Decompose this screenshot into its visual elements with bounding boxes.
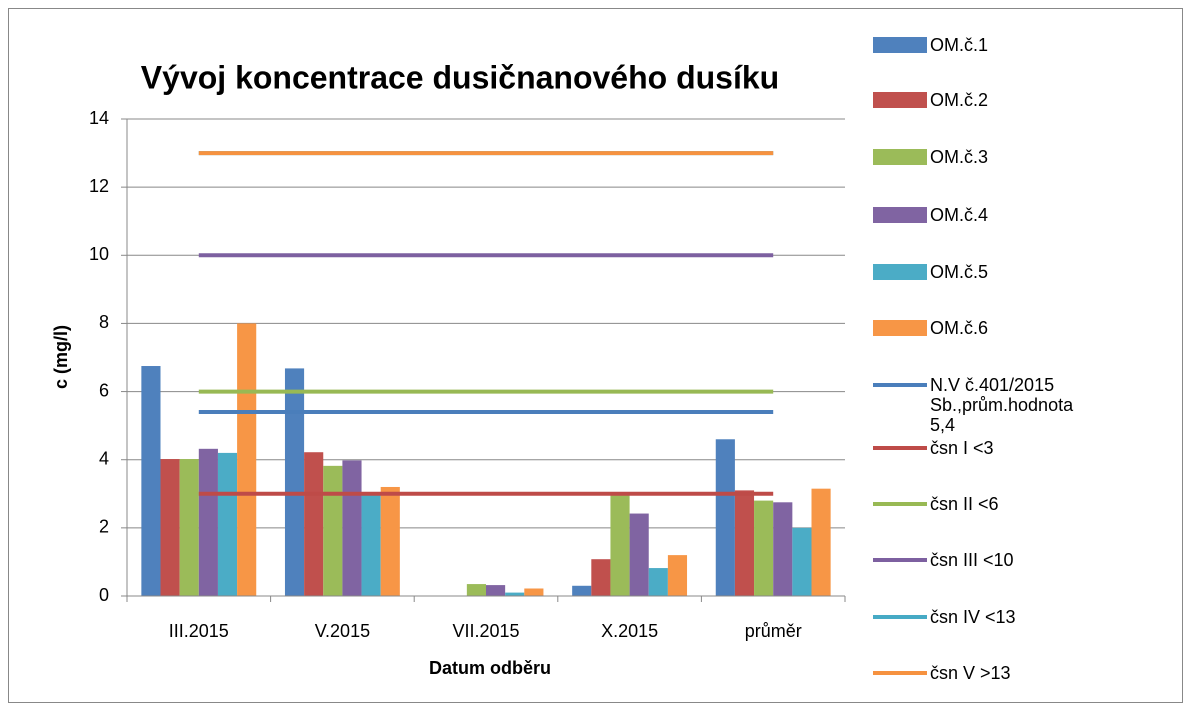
legend-marker xyxy=(873,383,927,387)
legend-marker xyxy=(873,615,927,619)
bar xyxy=(380,486,400,596)
bar xyxy=(141,366,161,596)
legend-marker xyxy=(873,502,927,506)
bar xyxy=(792,527,812,596)
legend-marker xyxy=(873,320,927,336)
x-tick-label: X.2015 xyxy=(601,621,658,641)
x-tick-label: VII.2015 xyxy=(452,621,519,641)
y-tick-label: 14 xyxy=(89,108,109,128)
legend-label: OM.č.1 xyxy=(930,35,989,55)
bar xyxy=(648,568,668,596)
y-tick-label: 0 xyxy=(99,585,109,605)
legend-marker xyxy=(873,264,927,280)
legend-label: OM.č.3 xyxy=(930,147,989,167)
legend-marker xyxy=(873,149,927,165)
x-tick-label: III.2015 xyxy=(169,621,229,641)
bar xyxy=(486,585,506,596)
chart-border xyxy=(8,8,1183,703)
y-axis-label: c (mg/l) xyxy=(51,325,71,389)
legend-label: OM.č.4 xyxy=(930,205,989,225)
bar xyxy=(160,459,180,596)
legend-label: N.V č.401/2015 Sb.,prům.hodnota 5,4 xyxy=(930,375,1074,435)
legend-marker xyxy=(873,558,927,562)
bar xyxy=(754,500,774,596)
chart-title: Vývoj koncentrace dusičnanového dusíku xyxy=(141,59,779,95)
y-tick-label: 8 xyxy=(99,312,109,332)
bar xyxy=(667,555,688,596)
legend-marker xyxy=(873,37,927,53)
bar xyxy=(505,592,525,596)
bar xyxy=(361,493,381,596)
y-tick-label: 12 xyxy=(89,176,109,196)
bar xyxy=(304,452,324,596)
legend-label: OM.č.2 xyxy=(930,90,989,110)
bar xyxy=(610,493,630,596)
legend-marker xyxy=(873,207,927,223)
legend-label: čsn IV <13 xyxy=(930,607,1016,627)
legend-label: čsn II <6 xyxy=(930,494,999,514)
legend-label: čsn I <3 xyxy=(930,438,994,458)
bar xyxy=(524,588,544,596)
y-tick-label: 10 xyxy=(89,244,109,264)
bar xyxy=(237,323,257,596)
legend-label: OM.č.6 xyxy=(930,318,989,338)
bar xyxy=(591,559,611,596)
y-tick-label: 4 xyxy=(99,448,109,468)
bar xyxy=(217,452,238,596)
bar xyxy=(773,502,793,596)
legend-marker xyxy=(873,671,927,675)
x-axis-label: Datum odběru xyxy=(429,658,551,678)
bar xyxy=(715,439,735,596)
legend-label: OM.č.5 xyxy=(930,262,989,282)
bar xyxy=(572,585,592,596)
y-tick-label: 6 xyxy=(99,380,109,400)
bar xyxy=(284,368,305,596)
bar xyxy=(811,488,831,596)
y-tick-label: 2 xyxy=(99,517,109,537)
x-tick-label: V.2015 xyxy=(315,621,370,641)
legend-marker xyxy=(873,446,927,450)
bar xyxy=(342,460,362,596)
legend-label: čsn III <10 xyxy=(930,550,1014,570)
x-tick-label: průměr xyxy=(745,621,802,641)
bar xyxy=(734,490,755,596)
legend-marker xyxy=(873,92,927,108)
bar xyxy=(198,448,218,596)
bar xyxy=(629,513,649,596)
bar xyxy=(466,584,486,596)
legend-label: čsn V >13 xyxy=(930,663,1011,683)
bar xyxy=(179,459,199,596)
bar xyxy=(323,465,343,596)
